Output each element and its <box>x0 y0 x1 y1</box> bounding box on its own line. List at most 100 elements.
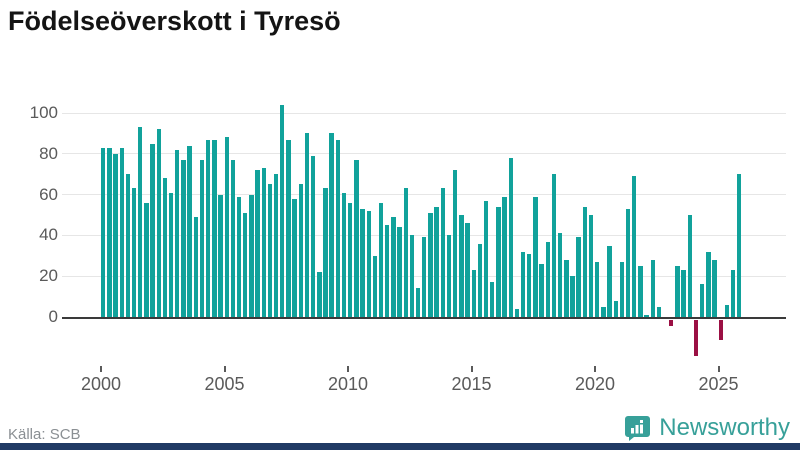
newsworthy-brand: Newsworthy <box>624 414 790 442</box>
bar-2005-Q3 <box>236 196 242 317</box>
x-axis-label-2025: 2025 <box>698 374 739 394</box>
bar-2002-Q3 <box>162 178 168 317</box>
bar-2024-Q2 <box>699 284 705 317</box>
x-axis-label-2005: 2005 <box>204 374 245 394</box>
bar-2018-Q3 <box>557 233 563 317</box>
y-axis-label-60: 60 <box>39 184 58 204</box>
bar-2025-Q4 <box>737 174 742 317</box>
bar-2008-Q1 <box>298 184 303 317</box>
gridline-y-80 <box>62 153 786 155</box>
bar-2024-Q1 <box>693 319 699 357</box>
bar-2007-Q1 <box>273 174 279 317</box>
bar-2017-Q2 <box>527 253 532 317</box>
bar-2023-Q2 <box>675 266 680 317</box>
bar-2018-Q4 <box>564 259 569 317</box>
bar-2008-Q4 <box>317 272 322 317</box>
bar-2023-Q1 <box>669 319 674 326</box>
bar-2019-Q2 <box>576 237 581 317</box>
bar-2004-Q4 <box>218 194 223 317</box>
chart-title: Födelseöverskott i Tyresö <box>8 6 341 36</box>
bar-2015-Q2 <box>477 243 483 317</box>
bar-2014-Q4 <box>465 223 470 317</box>
x-axis-label-2000: 2000 <box>80 374 122 394</box>
bar-2009-Q2 <box>329 133 334 317</box>
x-axis-tick-2010 <box>347 366 349 372</box>
bar-2006-Q1 <box>249 194 254 317</box>
bar-2020-Q4 <box>613 300 618 317</box>
bar-2013-Q2 <box>428 212 433 317</box>
newsworthy-logo-icon <box>624 415 651 442</box>
bar-2001-Q1 <box>125 174 131 317</box>
bar-2007-Q3 <box>286 139 291 317</box>
bar-2020-Q3 <box>607 245 612 317</box>
bar-2012-Q4 <box>415 288 421 317</box>
bar-2022-Q2 <box>650 259 655 317</box>
x-axis-tick-2005 <box>223 366 226 372</box>
bar-2012-Q1 <box>397 227 402 317</box>
bar-2021-Q1 <box>619 261 625 317</box>
bar-2008-Q2 <box>304 133 310 317</box>
x-axis-tick-2000 <box>100 366 102 372</box>
y-axis-label-20: 20 <box>39 266 58 286</box>
x-axis-tick-2015 <box>470 366 473 372</box>
bar-2009-Q1 <box>323 188 328 317</box>
bar-2020-Q2 <box>601 306 606 317</box>
bar-2006-Q4 <box>267 184 273 317</box>
x-axis-tick-2020 <box>594 366 596 372</box>
gridline-y-60 <box>62 194 786 196</box>
bar-2024-Q4 <box>712 259 717 317</box>
bar-2014-Q2 <box>452 170 458 317</box>
bottom-accent-strip <box>0 443 800 450</box>
bar-2023-Q3 <box>681 270 686 317</box>
bar-2016-Q1 <box>496 206 501 317</box>
x-axis-label-2020: 2020 <box>574 374 616 394</box>
bar-2005-Q1 <box>224 137 229 317</box>
bar-2025-Q3 <box>730 270 736 317</box>
bar-2013-Q4 <box>440 188 446 317</box>
bar-2001-Q2 <box>131 188 137 317</box>
bar-2012-Q3 <box>409 235 415 317</box>
y-axis-label-0: 0 <box>48 307 58 326</box>
y-axis-label-80: 80 <box>39 143 58 163</box>
bar-2021-Q4 <box>638 266 643 317</box>
bar-2010-Q3 <box>360 208 365 317</box>
bar-2014-Q1 <box>446 235 452 317</box>
bar-2015-Q3 <box>483 200 489 317</box>
bar-2001-Q4 <box>144 202 149 317</box>
x-axis-tick-2025 <box>717 366 720 372</box>
bar-2019-Q4 <box>588 215 594 317</box>
bar-2000-Q3 <box>113 153 118 317</box>
bar-2016-Q2 <box>502 196 507 317</box>
bar-2011-Q4 <box>391 217 396 317</box>
bar-2021-Q2 <box>625 208 631 317</box>
bar-2005-Q4 <box>243 212 248 317</box>
bar-2016-Q3 <box>508 157 513 317</box>
gridline-y-100 <box>62 112 786 114</box>
y-axis-label-40: 40 <box>39 225 58 245</box>
bar-2004-Q1 <box>199 159 205 317</box>
newsworthy-wordmark: Newsworthy <box>659 414 790 441</box>
bar-2003-Q1 <box>175 149 180 317</box>
bar-2015-Q4 <box>490 282 495 317</box>
bar-2017-Q3 <box>533 196 538 317</box>
source-attribution: Källa: SCB <box>8 426 81 443</box>
bar-2000-Q2 <box>107 147 112 317</box>
bar-2016-Q4 <box>514 308 520 317</box>
bar-2009-Q4 <box>341 192 347 317</box>
bar-2019-Q3 <box>582 206 588 317</box>
bar-2019-Q1 <box>570 276 575 317</box>
bar-2003-Q2 <box>181 159 186 317</box>
bar-2017-Q1 <box>520 251 526 317</box>
bar-2022-Q3 <box>656 306 662 317</box>
bar-2023-Q4 <box>687 215 693 317</box>
x-axis-zero-line <box>62 316 786 319</box>
y-axis-label-100: 100 <box>29 103 58 122</box>
bar-2014-Q3 <box>459 215 464 317</box>
bar-2013-Q3 <box>434 206 439 317</box>
bar-2003-Q4 <box>193 217 199 317</box>
bar-2006-Q2 <box>255 170 260 317</box>
bar-2000-Q1 <box>101 147 106 317</box>
bar-2011-Q3 <box>385 225 390 317</box>
